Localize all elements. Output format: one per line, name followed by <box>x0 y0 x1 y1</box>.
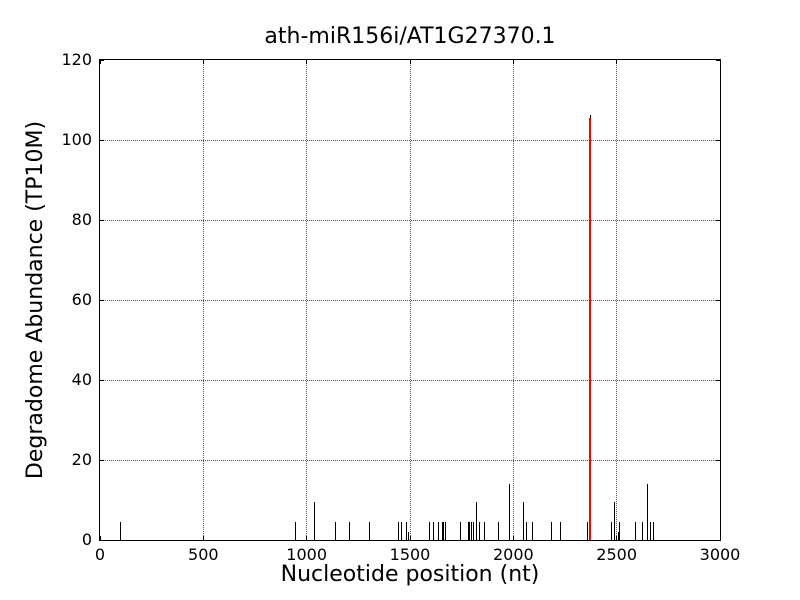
x-tick-mark <box>512 536 514 540</box>
x-tick-mark <box>409 60 411 64</box>
y-tick-mark <box>716 459 720 461</box>
spike-degradome-signal <box>483 522 485 540</box>
y-tick-label-60: 60 <box>71 290 92 309</box>
y-tick-mark <box>716 539 720 541</box>
spike-degradome-signal <box>429 522 431 540</box>
spike-degradome-signal <box>432 522 434 540</box>
spike-degradome-signal <box>459 522 461 540</box>
spike-degradome-signal <box>560 522 562 540</box>
x-tick-label-3000: 3000 <box>699 545 741 564</box>
spike-degradome-signal <box>617 532 619 540</box>
spike-degradome-signal <box>508 484 510 540</box>
y-tick-label-20: 20 <box>71 450 92 469</box>
y-tick-mark <box>100 539 104 541</box>
x-tick-mark <box>99 536 101 540</box>
x-tick-mark <box>202 60 204 64</box>
spike-degradome-signal <box>526 522 528 540</box>
spike-degradome-signal <box>610 522 612 540</box>
x-tick-mark <box>512 60 514 64</box>
gridline-y-60 <box>100 299 720 301</box>
gridline-y-80 <box>100 219 720 221</box>
spike-degradome-signal <box>497 522 499 540</box>
spike-degradome-signal <box>650 522 652 540</box>
spike-degradome-signal <box>444 522 446 540</box>
x-tick-mark <box>719 60 721 64</box>
y-tick-mark <box>100 59 104 61</box>
spike-degradome-signal <box>531 522 533 540</box>
spike-degradome-signal <box>398 522 400 540</box>
gridline-y-40 <box>100 379 720 381</box>
spike-degradome-signal <box>478 522 480 540</box>
spike-degradome-signal <box>652 522 654 540</box>
spike-degradome-signal <box>634 522 636 540</box>
spike-degradome-signal <box>472 522 474 540</box>
y-axis-label: Degradome Abundance (TP10M) <box>23 120 48 480</box>
y-tick-label-120: 120 <box>61 50 92 69</box>
x-tick-label-1500: 1500 <box>389 545 431 564</box>
x-tick-mark <box>306 60 308 64</box>
spike-degradome-signal <box>438 522 440 540</box>
x-tick-mark <box>306 536 308 540</box>
y-tick-mark <box>100 139 104 141</box>
x-tick-mark <box>202 536 204 540</box>
spike-highlighted-cleavage-peak <box>589 118 592 540</box>
y-tick-label-80: 80 <box>71 210 92 229</box>
spike-degradome-signal <box>646 484 648 540</box>
y-tick-mark <box>716 139 720 141</box>
spike-degradome-signal <box>587 522 589 540</box>
spike-degradome-signal <box>471 522 473 540</box>
spike-degradome-signal <box>294 522 296 540</box>
y-tick-mark <box>716 379 720 381</box>
spike-degradome-signal <box>443 522 445 540</box>
x-tick-label-1000: 1000 <box>286 545 328 564</box>
y-tick-mark <box>100 219 104 221</box>
y-tick-label-100: 100 <box>61 130 92 149</box>
gridline-y-100 <box>100 139 720 141</box>
x-tick-mark <box>616 536 618 540</box>
spike-degradome-signal <box>314 502 316 540</box>
spike-degradome-signal <box>619 522 621 540</box>
x-tick-mark <box>99 60 101 64</box>
plot-area <box>99 59 721 541</box>
spike-degradome-signal <box>348 522 350 540</box>
x-tick-mark <box>719 536 721 540</box>
chart-title: ath-miR156i/AT1G27370.1 <box>264 24 556 49</box>
spike-degradome-signal <box>407 532 409 540</box>
spike-degradome-signal <box>522 502 524 540</box>
y-tick-mark <box>100 299 104 301</box>
y-tick-mark <box>100 379 104 381</box>
y-tick-label-40: 40 <box>71 370 92 389</box>
gridline-y-20 <box>100 459 720 461</box>
x-tick-mark <box>409 536 411 540</box>
spike-degradome-signal <box>368 522 370 540</box>
spike-degradome-signal <box>335 522 337 540</box>
spike-degradome-signal <box>469 522 471 540</box>
spike-degradome-signal <box>642 522 644 540</box>
y-tick-mark <box>716 219 720 221</box>
spike-degradome-signal <box>476 502 478 540</box>
spike-degradome-signal <box>467 522 469 540</box>
spike-degradome-signal <box>441 522 443 540</box>
spike-degradome-signal <box>551 522 553 540</box>
y-tick-mark <box>100 459 104 461</box>
x-tick-mark <box>616 60 618 64</box>
y-tick-mark <box>716 59 720 61</box>
x-tick-label-2000: 2000 <box>492 545 534 564</box>
x-tick-label-500: 500 <box>188 545 219 564</box>
spike-degradome-signal <box>120 522 122 540</box>
y-tick-label-0: 0 <box>81 530 92 549</box>
x-tick-label-2500: 2500 <box>596 545 638 564</box>
spike-degradome-signal <box>401 522 403 540</box>
x-tick-label-0: 0 <box>94 545 106 564</box>
spike-degradome-signal <box>614 502 616 540</box>
y-tick-mark <box>716 299 720 301</box>
spike-degradome-signal <box>405 522 407 540</box>
x-axis-label: Nucleotide position (nt) <box>280 562 540 587</box>
